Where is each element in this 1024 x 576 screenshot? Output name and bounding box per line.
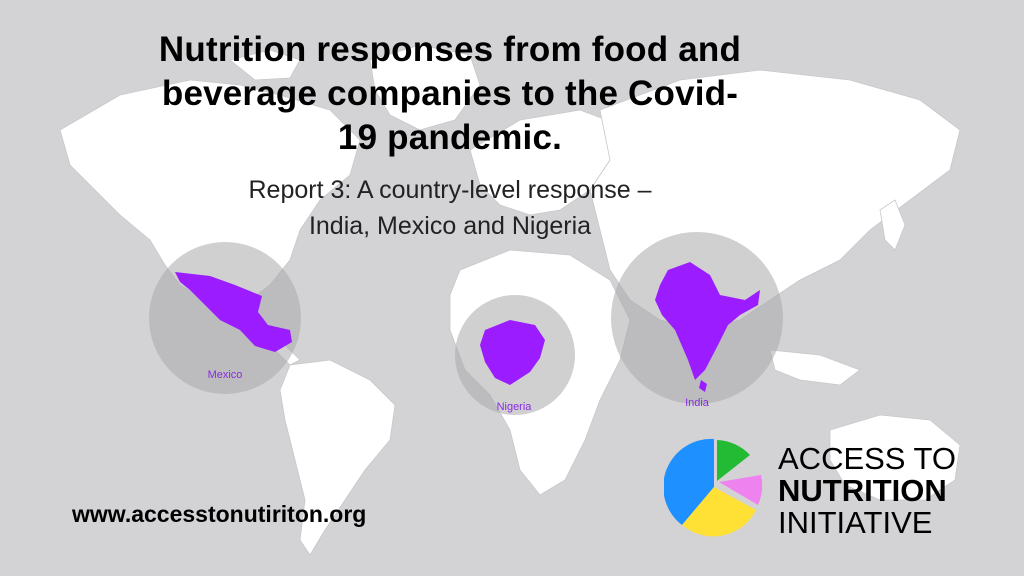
nigeria-shape — [480, 320, 545, 385]
logo-line3: INITIATIVE — [778, 505, 933, 540]
subtitle-line1: Report 3: A country-level response – — [248, 176, 652, 204]
arctic-islands — [229, 49, 301, 81]
page-subtitle: Report 3: A country-level response – Ind… — [150, 172, 750, 244]
india-label: India — [685, 397, 709, 409]
logo-pie-blue — [664, 438, 714, 525]
logo-pie-green — [717, 440, 750, 481]
southeast-asia-islands — [769, 349, 861, 386]
mexico-shape — [175, 272, 292, 352]
south-america-landmass — [279, 359, 396, 556]
australia-landmass — [829, 414, 961, 501]
page-title: Nutrition responses from food and bevera… — [158, 30, 742, 157]
website-link[interactable]: www.accesstonutiriton.org — [72, 501, 367, 527]
japan-landmass — [879, 199, 906, 251]
logo-pie-icon — [664, 438, 763, 537]
greenland-landmass — [369, 44, 481, 131]
india-shape — [655, 262, 760, 380]
nigeria-label: Nigeria — [496, 401, 532, 413]
logo-pie-yellow — [682, 487, 756, 537]
logo-line2: NUTRITION — [778, 473, 947, 508]
logo-pie-violet — [719, 475, 763, 505]
logo-line1: ACCESS TO — [778, 441, 957, 476]
logo-text: ACCESS TO NUTRITION INITIATIVE — [778, 443, 956, 539]
sri-lanka-shape — [699, 380, 707, 392]
subtitle-line2: India, Mexico and Nigeria — [308, 212, 592, 240]
mexico-label: Mexico — [207, 369, 243, 381]
